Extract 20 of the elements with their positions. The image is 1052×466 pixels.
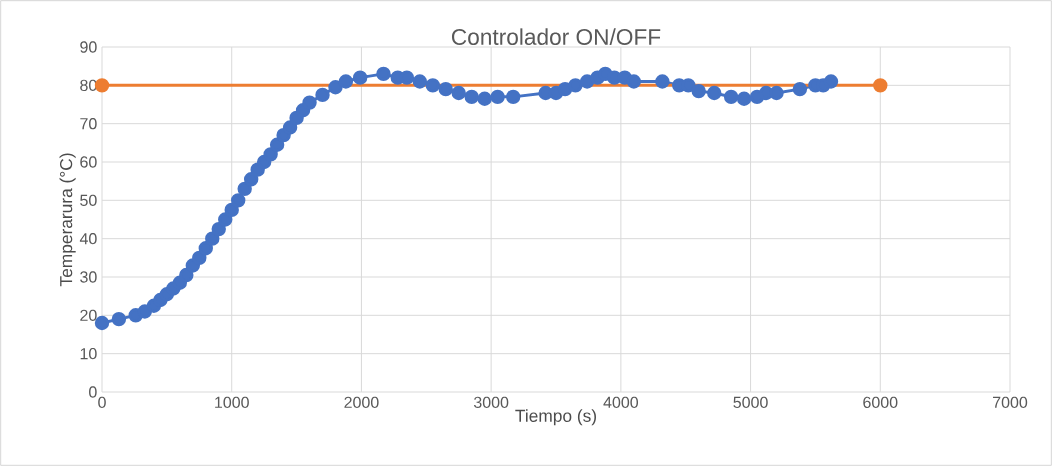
y-tick-label: 20: [80, 309, 97, 321]
x-tick-label: 1000: [215, 396, 249, 409]
x-tick-label: 2000: [344, 396, 379, 409]
y-axis-title: Temperarura (°C): [59, 153, 76, 287]
x-tick-label: 4000: [603, 396, 639, 409]
x-tick-label: 5000: [733, 396, 768, 409]
x-axis-title: Tiempo (s): [515, 409, 597, 426]
x-tick-label: 7000: [993, 396, 1028, 409]
y-tick-label: 90: [80, 41, 97, 53]
x-tick-label: 0: [98, 396, 106, 409]
y-tick-label: 10: [80, 348, 97, 360]
y-tick-label: 50: [80, 194, 97, 206]
x-tick-label: 3000: [473, 396, 509, 409]
x-tick-label: 6000: [863, 396, 898, 409]
y-tick-label: 30: [80, 271, 97, 283]
y-tick-label: 0: [89, 386, 97, 398]
y-tick-label: 60: [80, 156, 97, 168]
chart-title: Controlador ON/OFF: [451, 28, 661, 45]
y-tick-label: 70: [80, 118, 97, 130]
y-tick-label: 40: [79, 233, 97, 245]
